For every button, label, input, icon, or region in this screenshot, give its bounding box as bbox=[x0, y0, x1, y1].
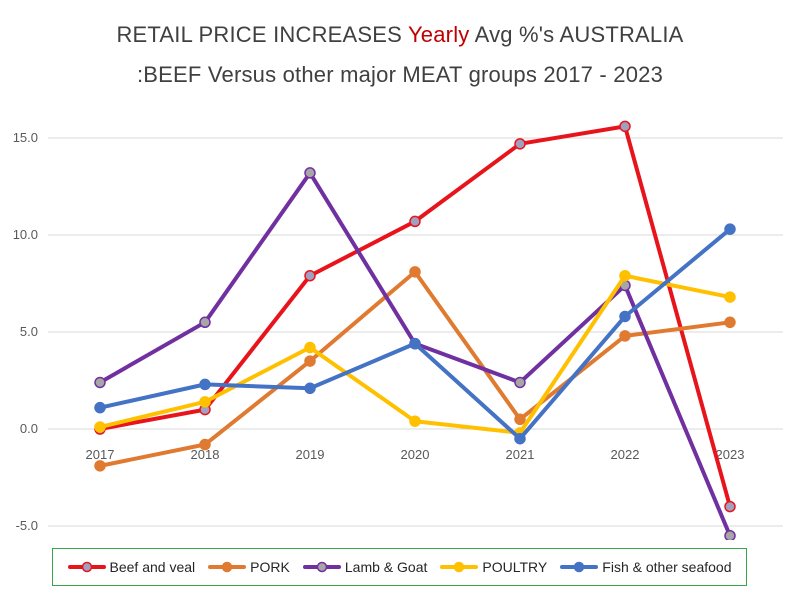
legend-swatch bbox=[208, 561, 247, 573]
legend-label: PORK bbox=[250, 559, 290, 575]
data-point bbox=[199, 438, 211, 451]
x-tick-label: 2017 bbox=[86, 447, 115, 462]
x-tick-label: 2023 bbox=[716, 447, 745, 462]
x-tick-label: 2018 bbox=[191, 447, 220, 462]
data-point bbox=[199, 316, 211, 329]
legend-entry: PORK bbox=[208, 559, 290, 575]
data-point bbox=[409, 415, 421, 427]
legend-label: POULTRY bbox=[482, 559, 548, 575]
data-point bbox=[304, 382, 316, 395]
legend-swatch bbox=[440, 561, 479, 573]
chart-legend: Beef and veal PORK Lamb & Goat POULTRY Fish … bbox=[52, 548, 747, 586]
data-point bbox=[514, 413, 526, 426]
data-point bbox=[199, 396, 211, 408]
legend-label: Lamb & Goat bbox=[344, 559, 428, 575]
title-highlight: Yearly bbox=[407, 22, 470, 47]
data-point bbox=[94, 401, 106, 414]
data-point bbox=[619, 120, 631, 133]
chart-title-line2: :BEEF Versus other major MEAT groups 201… bbox=[136, 62, 664, 87]
data-point bbox=[724, 500, 736, 513]
data-point bbox=[724, 291, 736, 303]
x-tick-label: 2021 bbox=[506, 447, 535, 462]
legend-swatch-marker bbox=[316, 561, 328, 573]
legend-swatch-marker bbox=[454, 561, 465, 573]
legend-entry: Fish & other seafood bbox=[560, 559, 731, 575]
data-point bbox=[619, 330, 631, 342]
data-point bbox=[304, 167, 316, 179]
legend-entry: POULTRY bbox=[440, 559, 547, 575]
data-point bbox=[724, 529, 736, 540]
data-point bbox=[514, 138, 526, 150]
data-point bbox=[94, 376, 106, 389]
y-tick-label: 0.0 bbox=[20, 421, 38, 436]
title-part1: RETAIL PRICE INCREASES bbox=[116, 22, 408, 47]
legend-swatch bbox=[67, 561, 106, 573]
legend-swatch bbox=[560, 561, 599, 573]
data-point bbox=[304, 341, 316, 354]
title-part2: Avg %'s AUSTRALIA bbox=[469, 22, 684, 47]
y-tick-label: 15.0 bbox=[13, 130, 38, 145]
legend-swatch-marker bbox=[81, 561, 92, 573]
data-point bbox=[304, 355, 316, 367]
series-group bbox=[94, 120, 736, 540]
y-tick-label: -5.0 bbox=[16, 518, 38, 533]
data-point bbox=[619, 310, 631, 323]
legend-entry: Beef and veal bbox=[67, 559, 196, 575]
x-tick-label: 2022 bbox=[611, 447, 640, 462]
data-point bbox=[409, 266, 421, 278]
data-point bbox=[724, 316, 736, 329]
series-line bbox=[98, 170, 732, 538]
legend-swatch-marker bbox=[221, 561, 233, 573]
data-point bbox=[304, 269, 316, 282]
data-point bbox=[619, 269, 631, 282]
legend-swatch-marker bbox=[574, 561, 585, 573]
series-line bbox=[98, 273, 732, 435]
data-point bbox=[409, 337, 421, 350]
y-tick-label: 10.0 bbox=[13, 227, 38, 242]
data-point bbox=[94, 460, 106, 472]
x-tick-label: 2020 bbox=[401, 447, 430, 462]
data-point bbox=[724, 223, 736, 235]
legend-label: Beef and veal bbox=[109, 559, 196, 575]
chart-title-line1: RETAIL PRICE INCREASES Yearly Avg %'s AU… bbox=[0, 22, 800, 48]
legend-label: Fish & other seafood bbox=[602, 559, 732, 575]
legend-entry: Lamb & Goat bbox=[302, 559, 428, 575]
data-point bbox=[409, 215, 421, 228]
x-tick-label: 2019 bbox=[296, 447, 325, 462]
data-point bbox=[199, 378, 211, 391]
data-point bbox=[514, 432, 526, 445]
data-point bbox=[514, 376, 526, 389]
y-tick-label: 5.0 bbox=[20, 324, 38, 339]
series-line bbox=[98, 269, 732, 468]
legend-swatch bbox=[302, 561, 341, 573]
data-point bbox=[94, 421, 106, 433]
